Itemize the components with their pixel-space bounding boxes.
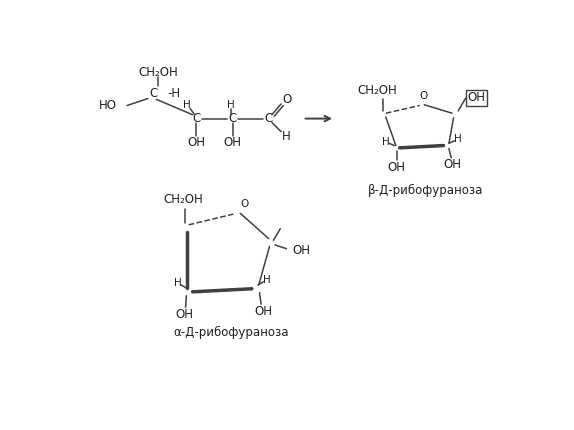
Bar xyxy=(466,90,487,105)
Text: OH: OH xyxy=(444,158,462,171)
Text: H: H xyxy=(174,278,182,288)
Text: CH₂OH: CH₂OH xyxy=(358,83,397,97)
Text: O: O xyxy=(241,199,249,209)
Text: C: C xyxy=(228,112,236,125)
Text: O: O xyxy=(420,91,428,101)
Text: β-Д-рибофураноза: β-Д-рибофураноза xyxy=(367,184,483,197)
Text: C: C xyxy=(192,112,200,125)
Text: H: H xyxy=(282,130,291,143)
Text: OH: OH xyxy=(224,136,242,149)
Text: OH: OH xyxy=(187,136,205,149)
Text: H: H xyxy=(183,100,191,110)
Text: H: H xyxy=(382,137,390,147)
Text: C: C xyxy=(149,87,157,101)
Text: OH: OH xyxy=(254,305,273,318)
Text: OH: OH xyxy=(176,308,194,322)
Text: CH₂OH: CH₂OH xyxy=(138,66,178,79)
Text: -H: -H xyxy=(167,87,180,101)
Text: H: H xyxy=(453,135,461,144)
Text: C: C xyxy=(265,112,273,125)
Text: H: H xyxy=(227,100,235,110)
Text: OH: OH xyxy=(467,91,485,104)
Text: O: O xyxy=(282,93,292,106)
Text: OH: OH xyxy=(293,244,311,257)
Text: OH: OH xyxy=(387,160,406,174)
Text: α-Д-рибофураноза: α-Д-рибофураноза xyxy=(173,326,289,339)
Text: CH₂OH: CH₂OH xyxy=(164,193,203,206)
Text: H: H xyxy=(262,274,270,285)
Text: HO: HO xyxy=(99,99,117,112)
